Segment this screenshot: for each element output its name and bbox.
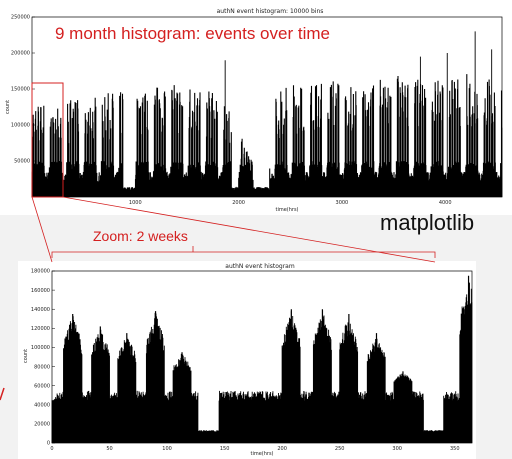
overview-y-ticks: 50000 100000 150000 200000 250000 (11, 15, 35, 165)
zoom-chart-title: authN event histogram (225, 263, 295, 270)
x-tick-label: 1000 (129, 200, 142, 206)
y-tick-label: 120000 (31, 326, 50, 332)
zoom-chart: authN event histogram 0 20000 40000 60000 80… (23, 263, 473, 457)
y-tick-label: 150000 (11, 87, 30, 93)
y-tick-label: 200000 (11, 51, 30, 57)
y-tick-label: 40000 (34, 402, 50, 408)
zoom-label: Zoom: 2 weeks (93, 228, 188, 244)
x-tick-label: 300 (392, 446, 402, 452)
x-tick-label: 2000 (232, 200, 245, 206)
overview-y-axis-label: count (5, 100, 11, 114)
overview-chart-title: authN event histogram: 10000 bins (217, 8, 324, 15)
zoom-highlight-box (31, 82, 64, 198)
x-tick-label: 100 (162, 446, 172, 452)
y-tick-label: 60000 (34, 383, 50, 389)
x-tick-label: 3000 (336, 200, 349, 206)
zoom-annotation (0, 82, 436, 401)
y-tick-label: 250000 (11, 15, 30, 21)
x-tick-label: 0 (50, 446, 53, 452)
zoom-x-ticks: 0 50 100 150 200 250 300 350 (50, 440, 460, 452)
overview-histogram-bars (31, 74, 503, 197)
y-tick-label: 0 (47, 441, 50, 447)
x-tick-label: 200 (277, 446, 287, 452)
y-tick-label: 140000 (31, 307, 50, 313)
x-tick-label: 150 (220, 446, 230, 452)
y-tick-label: 80000 (34, 364, 50, 370)
y-tick-label: 180000 (31, 269, 50, 275)
y-tick-label: 160000 (31, 288, 50, 294)
x-tick-label: 250 (335, 446, 345, 452)
overview-bars (31, 31, 503, 197)
x-tick-label: 350 (450, 446, 460, 452)
zoom-connector-right (62, 196, 436, 263)
zoom-connector-left (31, 196, 53, 263)
zoom-bracket (51, 251, 436, 258)
y-tick-label: 100000 (11, 123, 30, 129)
y-tick-label: 50000 (14, 159, 30, 165)
zoom-plot-frame (51, 270, 473, 444)
headline: 9 month histogram: events over time (55, 24, 330, 43)
library-label: matplotlib (380, 210, 475, 235)
overview-x-ticks: 1000 2000 3000 4000 (129, 194, 452, 206)
y-tick-label: 100000 (31, 345, 50, 351)
x-tick-label: 4000 (439, 200, 452, 206)
zoom-histogram-bars (51, 282, 473, 443)
zoom-bars (51, 275, 473, 443)
left-edge-mark (0, 387, 5, 401)
zoom-y-axis-label: count (23, 349, 29, 363)
x-tick-label: 50 (106, 446, 112, 452)
y-tick-label: 20000 (34, 422, 50, 428)
zoom-x-axis-label: time(hrs) (250, 451, 273, 457)
overview-x-axis-label: time(hrs) (275, 207, 298, 213)
zoom-y-ticks: 0 20000 40000 60000 80000 100000 120000 140000 1… (31, 269, 55, 447)
